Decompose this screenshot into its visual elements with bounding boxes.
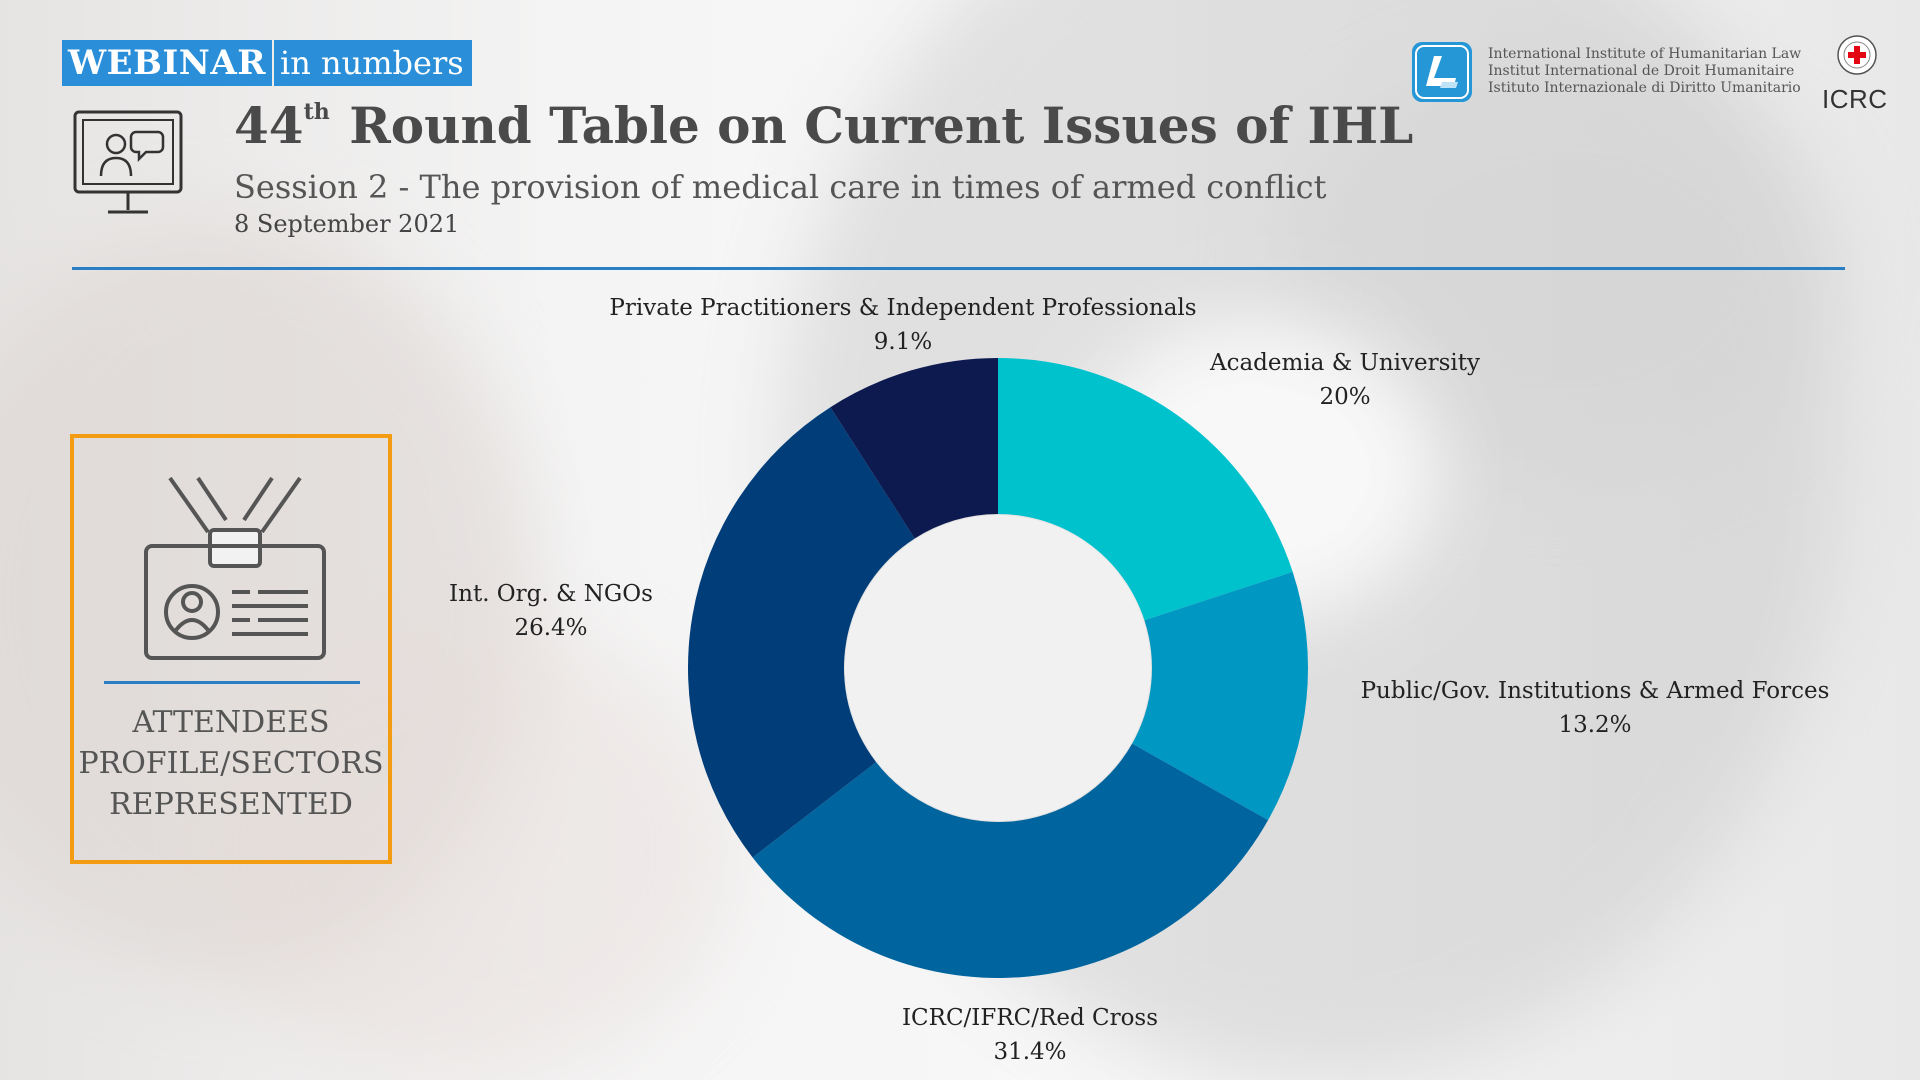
iihl-name-it: Istituto Internazionale di Diritto Umani… (1488, 80, 1801, 96)
slice-label-percent: 31.4% (993, 1039, 1067, 1065)
slice-label: Public/Gov. Institutions & Armed Forces 1… (1361, 674, 1830, 742)
panel-divider (104, 681, 360, 684)
title-ordinal: th (303, 99, 330, 125)
monitor-people-icon (73, 110, 183, 214)
iihl-name-fr: Institut International de Droit Humanita… (1488, 63, 1795, 79)
slice-label: Int. Org. & NGOs 26.4% (449, 577, 653, 645)
header-divider (72, 267, 1845, 270)
slice-label-percent: 13.2% (1558, 712, 1632, 738)
donut-hole (845, 515, 1151, 821)
iihl-name: International Institute of Humanitarian … (1488, 46, 1801, 97)
donut-slice (998, 358, 1293, 621)
donut-slice (688, 407, 915, 858)
icrc-wordmark: ICRC (1822, 84, 1888, 114)
title-text: Round Table on Current Issues of IHL (349, 96, 1414, 155)
webinar-tag-bold: WEBINAR (62, 40, 272, 86)
slice-label-name: Private Practitioners & Independent Prof… (609, 295, 1197, 321)
session-date: 8 September 2021 (234, 210, 460, 238)
iihl-name-en: International Institute of Humanitarian … (1488, 46, 1802, 62)
attendees-panel-label: ATTENDEES PROFILE/SECTORS REPRESENTED (74, 702, 388, 825)
slice-label: ICRC/IFRC/Red Cross 31.4% (902, 1001, 1158, 1069)
iihl-logo-icon (1412, 42, 1472, 102)
session-subtitle: Session 2 - The provision of medical car… (234, 168, 1327, 206)
attendees-panel (70, 434, 392, 864)
slice-label-name: Academia & University (1209, 350, 1481, 376)
slice-label: Private Practitioners & Independent Prof… (609, 291, 1196, 359)
title-number: 44 (234, 96, 304, 155)
donut-slice (830, 358, 998, 539)
panel-label-line-3: REPRESENTED (109, 787, 353, 822)
slice-label-percent: 9.1% (873, 329, 933, 355)
icrc-emblem-icon (1837, 35, 1877, 75)
page-title: 44th Round Table on Current Issues of IH… (234, 96, 1413, 155)
slice-label-percent: 26.4% (514, 615, 588, 641)
slice-label-name: ICRC/IFRC/Red Cross (901, 1005, 1159, 1031)
webinar-tag-rest: in numbers (273, 40, 472, 86)
slice-label-name: Int. Org. & NGOs (449, 581, 653, 607)
id-badge-icon (144, 476, 326, 660)
slice-label-percent: 20% (1319, 384, 1371, 410)
slice-label: Academia & University 20% (1210, 346, 1480, 414)
panel-label-line-2: PROFILE/SECTORS (78, 746, 384, 781)
slice-label-name: Public/Gov. Institutions & Armed Forces (1360, 678, 1830, 704)
donut-slice (1132, 571, 1309, 821)
panel-label-line-1: ATTENDEES (132, 705, 330, 740)
donut-slice (752, 743, 1269, 978)
webinar-tag: WEBINAR in numbers (62, 40, 472, 86)
